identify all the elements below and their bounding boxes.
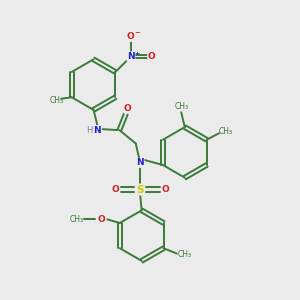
Text: O: O [98,215,105,224]
Text: CH₃: CH₃ [177,250,191,259]
Text: O: O [148,52,155,61]
Text: N: N [94,126,101,135]
Text: O: O [124,104,132,113]
Text: O: O [111,185,119,194]
Text: N: N [136,158,144,167]
Text: CH₃: CH₃ [50,96,64,105]
Text: O: O [162,185,169,194]
Text: O: O [127,32,135,41]
Text: N: N [127,52,135,61]
Text: CH₃: CH₃ [174,102,188,111]
Text: S: S [136,184,144,194]
Text: CH₃: CH₃ [70,215,84,224]
Text: H: H [86,126,93,135]
Text: −: − [134,30,140,36]
Text: +: + [135,51,140,56]
Text: CH₃: CH₃ [219,127,233,136]
